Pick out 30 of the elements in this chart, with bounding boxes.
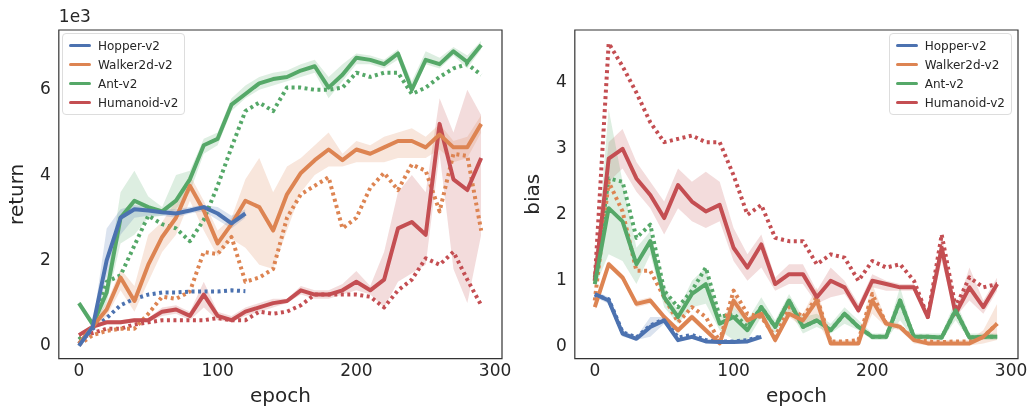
y-tick-label: 2 — [39, 248, 51, 269]
y-axis-title: return — [4, 163, 29, 225]
y-axis-title: bias — [520, 173, 545, 215]
legend-label: Ant-v2 — [924, 76, 964, 91]
x-tick-label: 200 — [856, 360, 889, 381]
y-tick-label: 6 — [39, 78, 51, 99]
legend-label: Humanoid-v2 — [98, 95, 179, 110]
legend-label: Ant-v2 — [98, 76, 138, 91]
x-tick-label: 100 — [717, 360, 750, 381]
y-tick-label: 1 — [555, 269, 567, 290]
x-tick-label: 300 — [994, 360, 1028, 381]
x-tick-label: 300 — [478, 360, 512, 381]
y-tick-label: 2 — [555, 203, 567, 224]
y-tick-label: 0 — [39, 334, 51, 355]
x-tick-label: 100 — [201, 360, 234, 381]
legend-label: Walker2d-v2 — [924, 57, 1000, 72]
x-tick-label: 0 — [589, 360, 601, 381]
x-axis-title: epoch — [249, 383, 311, 408]
text: 1e3 — [58, 5, 91, 26]
legend-label: Hopper-v2 — [98, 38, 160, 53]
legend-label: Humanoid-v2 — [924, 95, 1005, 110]
legend-label: Walker2d-v2 — [98, 57, 173, 72]
y-tick-label: 4 — [39, 163, 51, 184]
x-axis-title: epoch — [765, 383, 827, 408]
legend-label: Hopper-v2 — [924, 38, 987, 53]
y-tick-label: 4 — [555, 71, 567, 92]
y-tick-label: 0 — [555, 335, 567, 356]
y-tick-label: 3 — [555, 137, 567, 158]
x-tick-label: 0 — [73, 360, 85, 381]
x-tick-label: 200 — [340, 360, 373, 381]
